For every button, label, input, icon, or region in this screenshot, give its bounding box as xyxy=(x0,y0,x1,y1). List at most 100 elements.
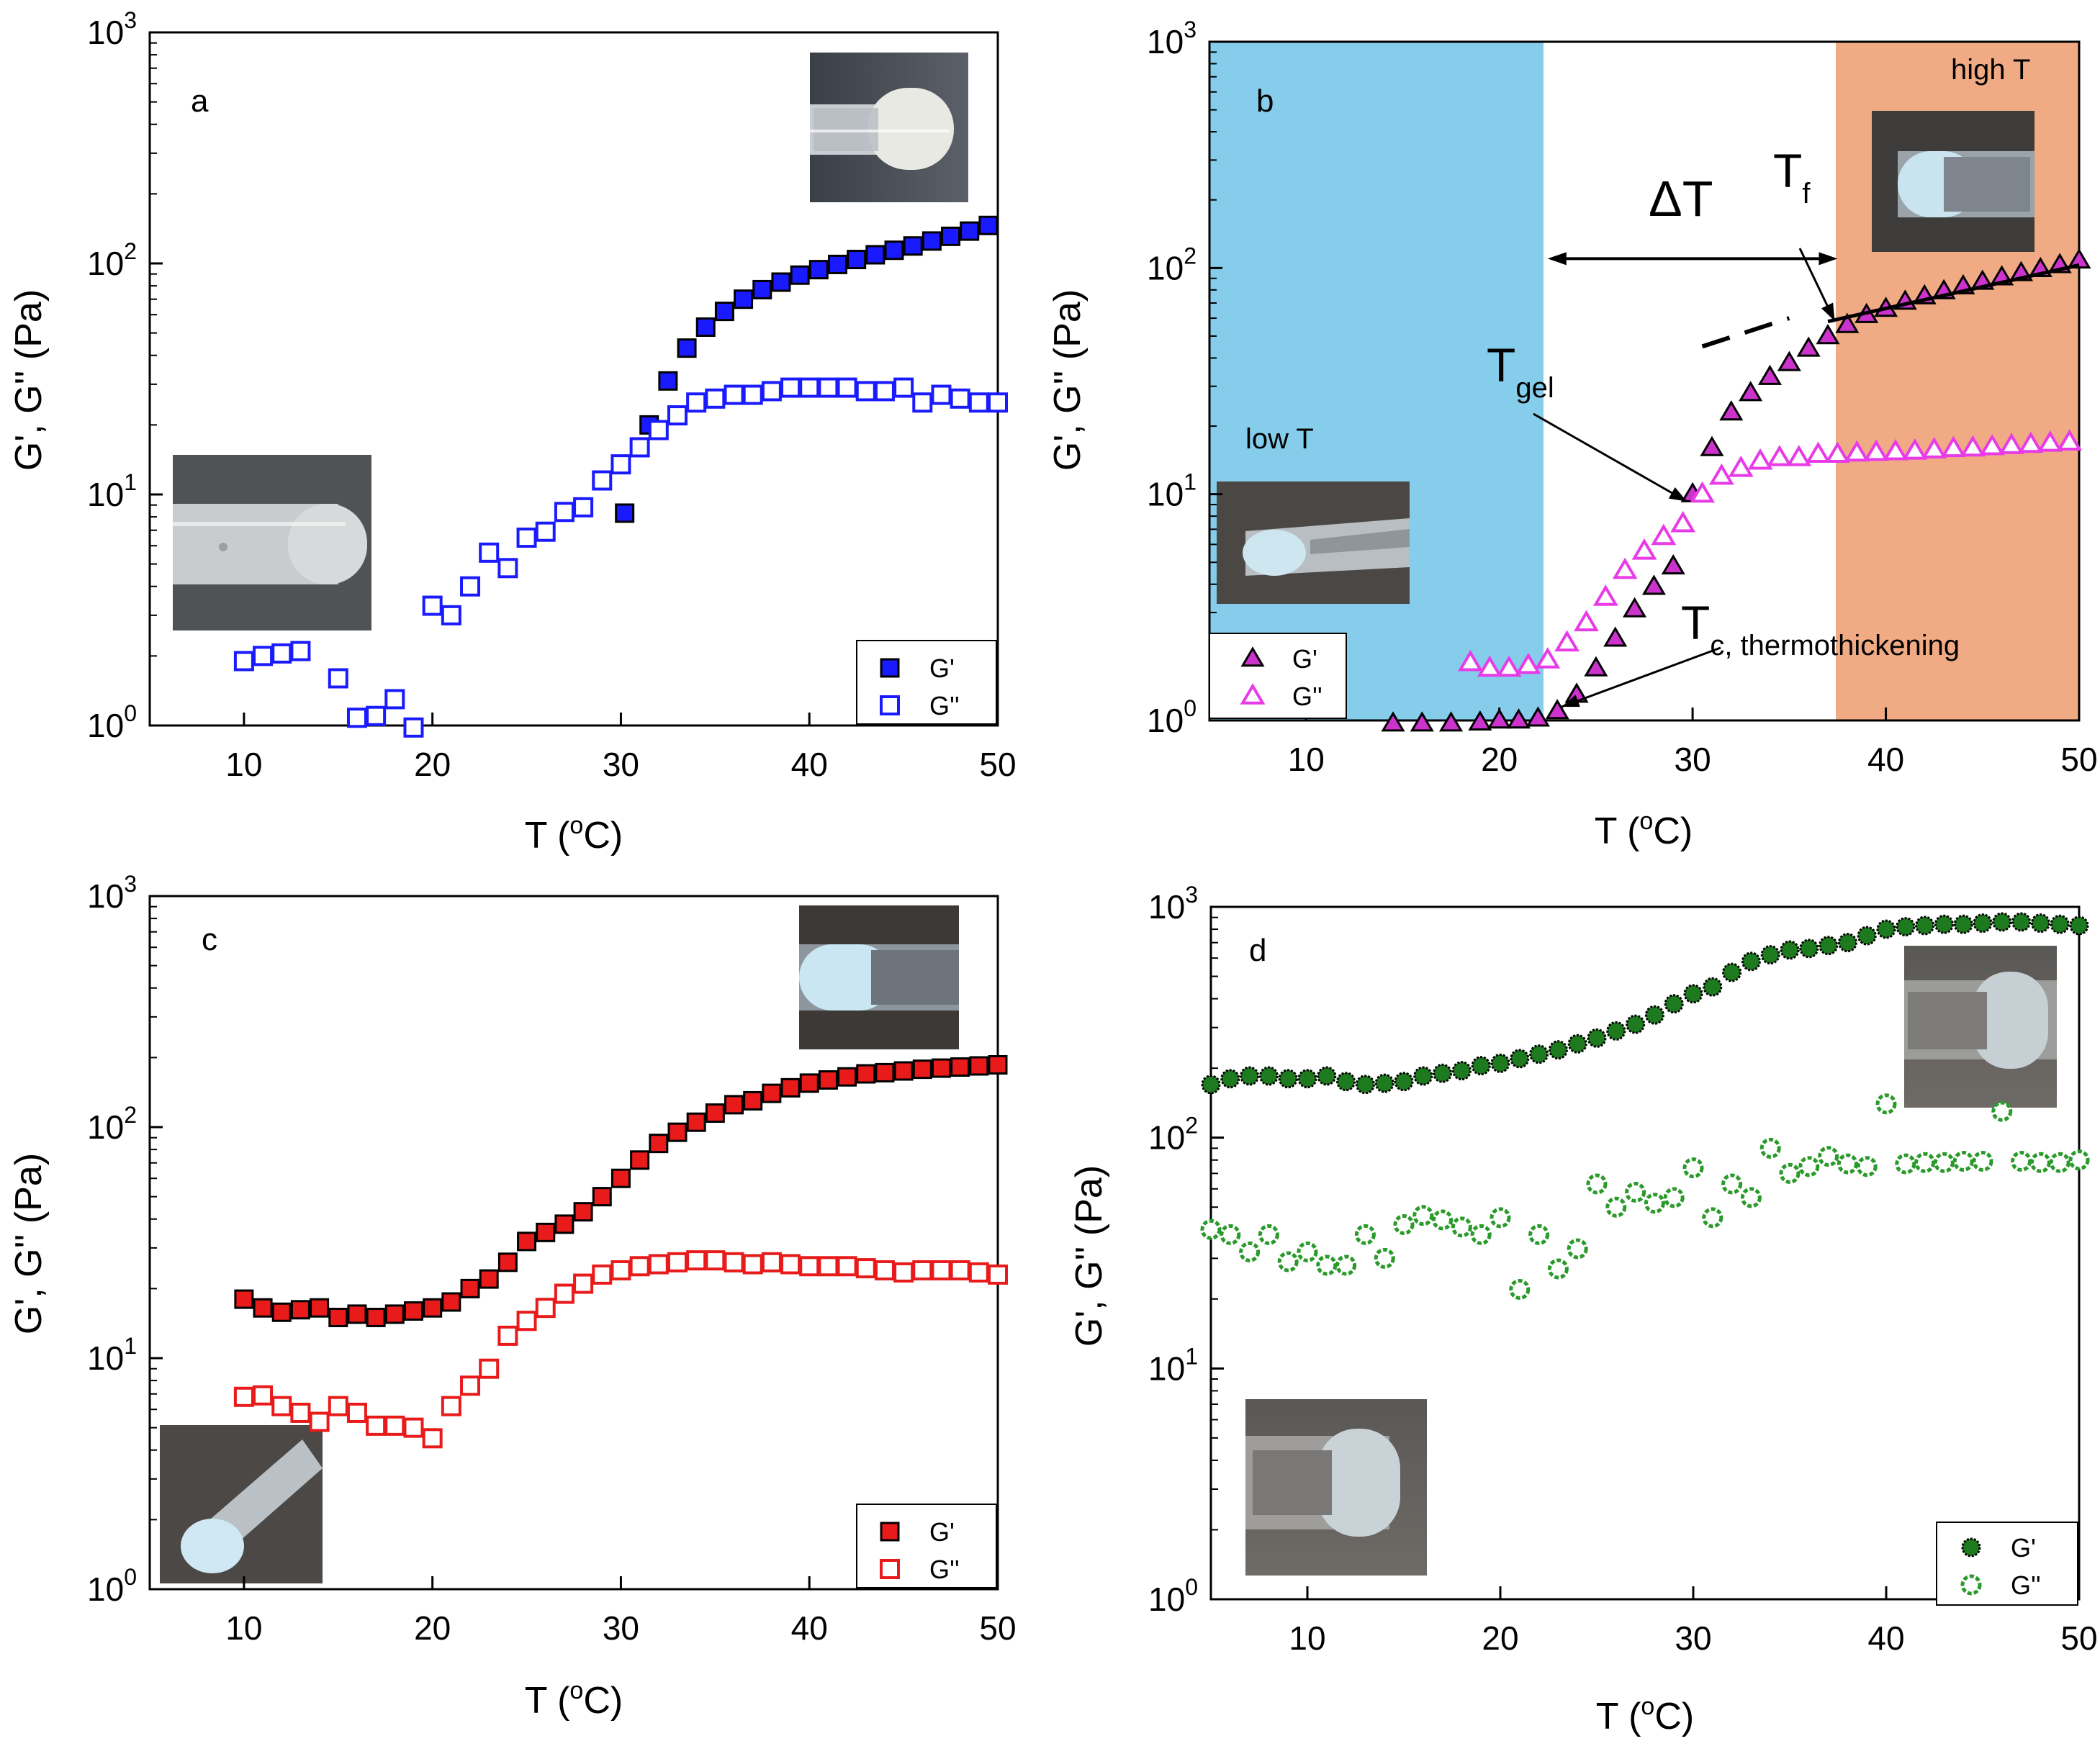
panel-b-label: b xyxy=(1256,83,1274,119)
data-point xyxy=(1457,649,1483,672)
x-tick-label: 30 xyxy=(1675,1619,1711,1657)
data-point xyxy=(1239,1241,1261,1262)
data-point xyxy=(1354,1224,1376,1245)
data-point xyxy=(762,1083,782,1103)
legend-marker xyxy=(1961,1537,1981,1558)
x-tick-label: 40 xyxy=(1867,741,1904,778)
x-tick-label: 10 xyxy=(225,1609,262,1647)
data-point xyxy=(1844,440,1870,462)
data-point xyxy=(271,1396,292,1416)
data-point xyxy=(1201,1075,1221,1095)
legend-marker xyxy=(1960,1574,1982,1596)
data-point xyxy=(648,420,669,440)
data-point xyxy=(2057,429,2082,451)
panel-d-insets xyxy=(1245,946,2057,1576)
data-point xyxy=(592,470,613,491)
legend-label: G' xyxy=(2011,1533,2036,1563)
data-point xyxy=(667,1252,688,1272)
t-c-label: Tc, thermothickening xyxy=(1681,596,1960,661)
data-point xyxy=(742,384,763,405)
data-point xyxy=(1644,1005,1664,1025)
legend-label: G' xyxy=(929,1517,955,1547)
data-point xyxy=(554,1214,574,1234)
data-point xyxy=(884,240,904,261)
data-point xyxy=(705,1103,725,1124)
data-point xyxy=(517,1231,537,1252)
data-point xyxy=(771,272,791,292)
data-point xyxy=(290,1300,310,1320)
data-point xyxy=(1702,1207,1723,1229)
data-point xyxy=(837,1256,857,1277)
data-point xyxy=(497,558,518,579)
data-point xyxy=(1798,1156,1820,1177)
data-point xyxy=(384,1304,405,1324)
panel-b-marks xyxy=(1381,248,2091,732)
legend-label: G'' xyxy=(929,691,960,720)
data-point xyxy=(1759,1137,1781,1159)
data-point xyxy=(1991,1100,2013,1122)
data-point xyxy=(912,392,933,413)
data-point xyxy=(592,1187,612,1207)
data-point xyxy=(931,1058,951,1078)
data-point xyxy=(799,1073,819,1093)
x-tick-label: 10 xyxy=(1289,1619,1325,1657)
data-point xyxy=(422,595,443,616)
data-point xyxy=(847,250,867,270)
data-point xyxy=(346,708,367,728)
data-point xyxy=(1554,630,1580,652)
x-ticks: 10 20 30 40 50 xyxy=(225,713,1017,783)
data-point xyxy=(479,542,500,563)
panel-c-vial-photo-top xyxy=(799,905,959,1049)
data-point xyxy=(648,1254,669,1275)
data-point xyxy=(1432,1209,1454,1231)
data-point xyxy=(742,1254,763,1275)
data-point xyxy=(479,1358,500,1379)
panel-a-legend: G' G'' xyxy=(856,640,997,725)
data-point xyxy=(1683,984,1703,1004)
data-point xyxy=(1953,914,1973,934)
data-point xyxy=(1857,926,1877,946)
data-point xyxy=(1921,437,1947,458)
panel-c-xlabel: T (oC) xyxy=(525,1677,623,1722)
plot-frame xyxy=(1208,40,2081,722)
data-point xyxy=(855,1258,876,1279)
data-point xyxy=(677,338,697,358)
data-point xyxy=(403,1417,424,1438)
low-t-region xyxy=(1209,42,1544,720)
data-point xyxy=(761,381,782,402)
data-point xyxy=(1708,463,1734,485)
data-point xyxy=(1470,1224,1492,1245)
data-point xyxy=(1883,438,1909,461)
data-point xyxy=(988,1054,1008,1075)
panel-d-xlabel: T (oC) xyxy=(1596,1693,1694,1737)
data-point xyxy=(554,1283,574,1304)
y-tick-label: 103 xyxy=(1148,882,1198,926)
data-point xyxy=(460,576,481,597)
data-point xyxy=(615,503,635,523)
data-point xyxy=(610,1260,631,1280)
data-point xyxy=(686,1250,707,1271)
data-point xyxy=(705,388,726,409)
data-point xyxy=(1506,708,1531,729)
data-point xyxy=(2069,916,2089,936)
data-point xyxy=(734,289,754,309)
x-tick-label: 40 xyxy=(791,1609,828,1647)
data-point xyxy=(780,377,801,398)
data-point xyxy=(366,1415,387,1436)
data-point xyxy=(1915,916,1935,936)
data-point xyxy=(1297,1069,1317,1089)
panel-d: 10 20 30 40 50 100 101 102 103 d T (oC) G', G''… xyxy=(1068,882,2098,1737)
data-point xyxy=(1592,584,1618,606)
data-point xyxy=(1875,1093,1897,1115)
y-tick-label: 101 xyxy=(87,469,137,513)
data-point xyxy=(1641,574,1666,595)
data-point xyxy=(1529,1044,1549,1064)
data-point xyxy=(1586,1173,1608,1195)
data-point xyxy=(516,1311,537,1332)
data-point xyxy=(460,1278,480,1298)
data-point xyxy=(1220,1069,1240,1089)
low-t-label: low T xyxy=(1245,423,1314,455)
data-point xyxy=(422,1428,443,1449)
plot-frame xyxy=(148,895,999,1591)
